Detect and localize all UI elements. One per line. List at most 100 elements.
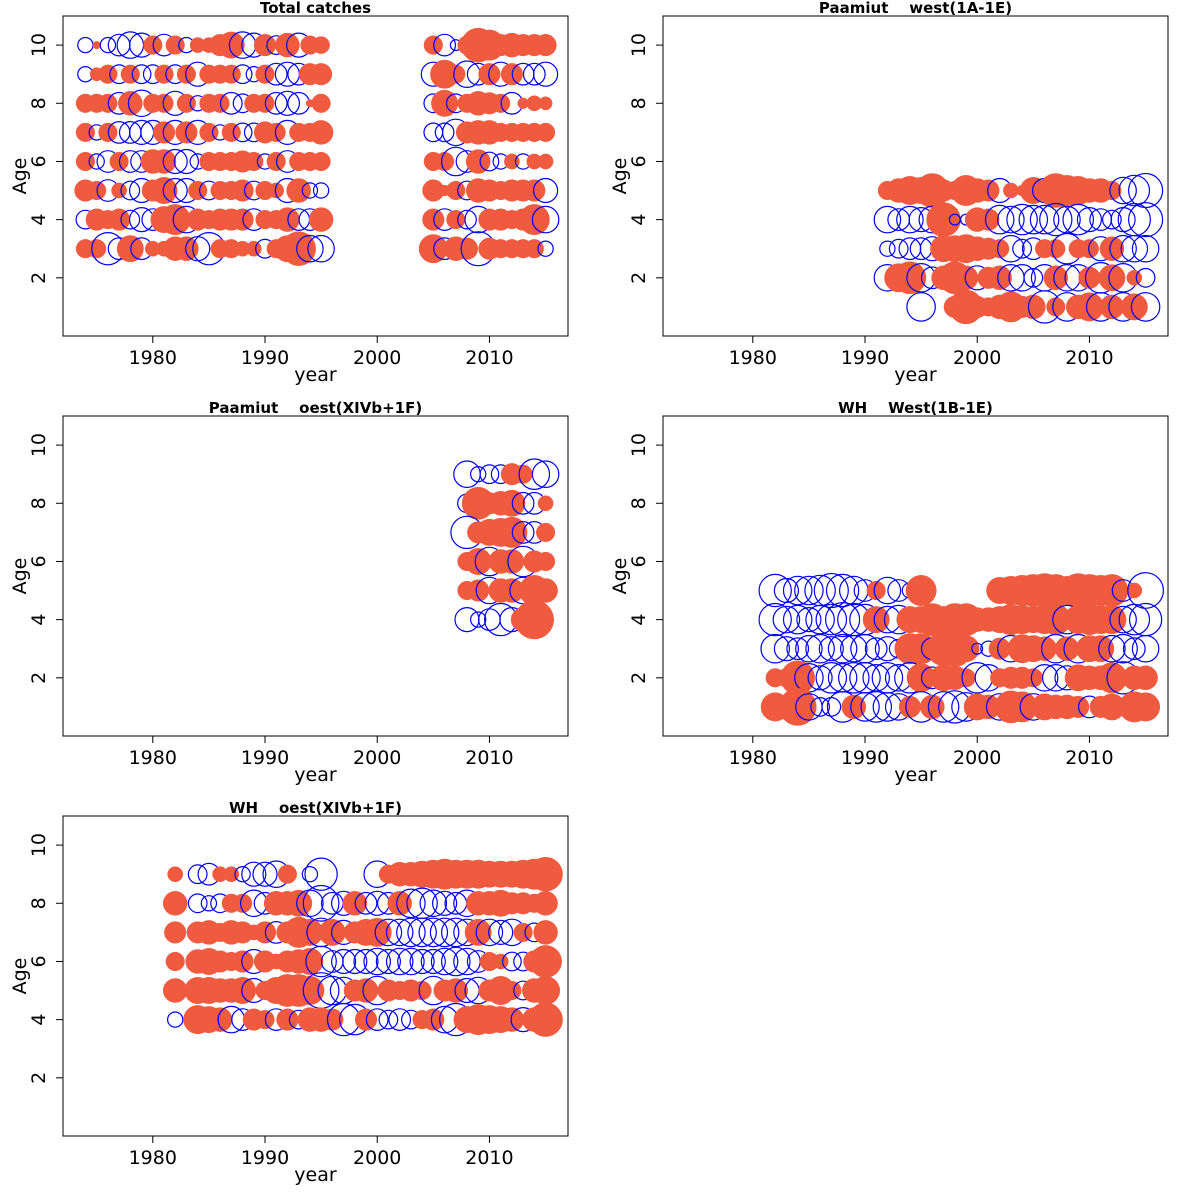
bubble-1994-age-1-positive bbox=[898, 695, 921, 718]
bubble-1988-age-7-negative bbox=[232, 122, 253, 143]
bubble-2015-age-6-positive bbox=[529, 945, 562, 978]
x-tick-label: 2000 bbox=[353, 347, 401, 369]
bubble-1982-age-4-negative bbox=[758, 602, 792, 637]
bubble-1995-age-5-negative bbox=[312, 182, 330, 199]
x-tick-label: 2010 bbox=[465, 347, 513, 369]
x-tick-label: 1980 bbox=[729, 747, 777, 769]
bubble-1993-age-8-positive bbox=[285, 889, 313, 917]
bubble-2015-age-9-negative bbox=[532, 61, 559, 87]
x-tick-label: 2010 bbox=[465, 1147, 513, 1169]
y-tick-label: 6 bbox=[628, 155, 650, 167]
bubble-1993-age-5-positive bbox=[286, 178, 311, 203]
y-tick-label: 4 bbox=[628, 214, 650, 226]
bubble-2000-age-6-negative bbox=[363, 947, 391, 976]
bubble-1987-age-8-negative bbox=[219, 91, 243, 115]
y-tick-label: 10 bbox=[628, 33, 650, 57]
bubble-2012-age-6-positive bbox=[499, 549, 525, 574]
bubble-1979-age-9-negative bbox=[131, 64, 152, 85]
bubble-1982-age-8-positive bbox=[162, 891, 188, 916]
bubble-1987-age-7-positive bbox=[221, 122, 241, 142]
bubbles bbox=[450, 458, 560, 640]
panel-title: Paamiut oest(XIVb+1F) bbox=[209, 399, 422, 417]
bubble-1983-age-9-positive bbox=[176, 64, 196, 84]
x-tick-label: 2000 bbox=[953, 347, 1001, 369]
y-tick-label: 10 bbox=[628, 433, 650, 457]
bubble-1983-age-7-positive bbox=[175, 121, 198, 144]
bubble-2015-age-3-negative bbox=[1131, 634, 1160, 663]
bubble-2012-age-4-negative bbox=[1101, 209, 1122, 230]
bubble-2015-age-8-positive bbox=[538, 96, 553, 111]
bubble-2009-age-6-positive bbox=[465, 149, 491, 174]
bubble-1992-age-4-negative bbox=[873, 205, 902, 234]
bubble-2002-age-2-positive bbox=[987, 265, 1012, 291]
bubble-1995-age-9-negative bbox=[304, 857, 338, 891]
bubble-1988-age-4-negative bbox=[824, 601, 861, 638]
bubble-2015-age-10-positive bbox=[534, 34, 557, 57]
bubble-2011-age-7-negative bbox=[488, 919, 514, 946]
bubble-1986-age-4-negative bbox=[805, 604, 835, 635]
plot-frame bbox=[62, 415, 569, 737]
bubble-2015-age-7-positive bbox=[533, 920, 558, 945]
panel-title: WH oest(XIVb+1F) bbox=[229, 799, 402, 817]
bubble-2010-age-9-negative bbox=[479, 464, 500, 485]
x-axis-label: year bbox=[894, 364, 937, 386]
bubble-1985-age-5-negative bbox=[794, 575, 824, 606]
bubble-2010-age-6-negative bbox=[479, 151, 500, 172]
x-tick-label: 1980 bbox=[129, 747, 177, 769]
x-tick-label: 2000 bbox=[953, 747, 1001, 769]
bubble-1986-age-2-negative bbox=[807, 665, 833, 691]
bubble-2012-age-6-positive bbox=[504, 153, 520, 170]
bubble-2014-age-4-positive bbox=[514, 599, 554, 640]
bubble-2014-age-5-positive bbox=[1126, 582, 1143, 599]
bubble-1989-age-3-positive bbox=[245, 240, 262, 257]
bubble-1986-age-4-positive bbox=[207, 1007, 233, 1032]
bubble-2010-age-7-negative bbox=[475, 918, 504, 947]
bubbles bbox=[74, 27, 560, 267]
bubble-2002-age-6-negative bbox=[385, 947, 414, 976]
bubble-1992-age-5-negative bbox=[873, 576, 902, 605]
y-tick-label: 4 bbox=[28, 214, 50, 226]
bubble-2003-age-8-negative bbox=[396, 888, 426, 919]
y-axis-label: Age bbox=[609, 158, 631, 195]
bubble-1994-age-2-positive bbox=[893, 261, 927, 295]
panel-4: 1980 1990 2000 2010 2 4 6 8 10 year Age WH West(1B-… bbox=[609, 399, 1169, 786]
bubble-1975-age-3-positive bbox=[87, 239, 107, 259]
x-tick-label: 1990 bbox=[241, 1147, 289, 1169]
bubble-1976-age-10-negative bbox=[99, 36, 117, 54]
bubble-2014-age-5-negative bbox=[1118, 174, 1151, 207]
bubble-1991-age-1-negative bbox=[860, 691, 892, 723]
bubble-1983-age-3-negative bbox=[773, 636, 800, 662]
bubble-2015-age-8-positive bbox=[537, 495, 554, 512]
bubble-2005-age-4-positive bbox=[422, 1008, 445, 1031]
bubble-1984-age-5-negative bbox=[782, 575, 813, 606]
bubble-2009-age-9-negative bbox=[470, 466, 487, 483]
bubble-1991-age-4-positive bbox=[862, 606, 890, 634]
x-axis-label: year bbox=[294, 364, 337, 386]
bubble-2011-age-3-positive bbox=[1087, 635, 1115, 663]
bubble-1994-age-5-negative bbox=[301, 182, 319, 199]
bubble-2007-age-4-positive bbox=[446, 210, 466, 230]
bubble-1987-age-10-positive bbox=[217, 31, 245, 59]
bubble-1987-age-1-negative bbox=[821, 697, 842, 717]
bubble-2014-age-3-negative bbox=[1120, 234, 1149, 263]
bubble-1990-age-9-negative bbox=[252, 861, 278, 887]
bubble-2010-age-2-positive bbox=[1078, 266, 1101, 289]
x-tick-label: 1980 bbox=[729, 347, 777, 369]
bubble-1988-age-9-negative bbox=[234, 866, 251, 883]
bubble-1982-age-5-positive bbox=[162, 978, 188, 1003]
bubble-2004-age-4-negative bbox=[1006, 203, 1038, 236]
bubble-2015-age-9-positive bbox=[528, 856, 563, 892]
bubble-2008-age-9-negative bbox=[453, 460, 481, 488]
bubble-2015-age-5-positive bbox=[533, 578, 558, 603]
x-tick-label: 1980 bbox=[129, 1147, 177, 1169]
bubble-1987-age-3-negative bbox=[818, 636, 844, 662]
panel-2: 1980 1990 2000 2010 2 4 6 8 10 year Age Paamiut wes… bbox=[609, 0, 1169, 386]
bubble-2000-age-7-positive bbox=[362, 917, 392, 947]
bubble-2015-age-1-negative bbox=[1130, 292, 1161, 322]
bubble-1978-age-4-negative bbox=[120, 209, 141, 230]
bubble-1995-age-1-negative bbox=[906, 292, 936, 322]
bubble-1999-age-6-negative bbox=[353, 948, 379, 975]
bubble-1982-age-5-negative bbox=[758, 573, 792, 608]
bubble-1987-age-9-positive bbox=[221, 64, 241, 84]
bubble-2015-age-2-positive bbox=[1133, 665, 1158, 691]
